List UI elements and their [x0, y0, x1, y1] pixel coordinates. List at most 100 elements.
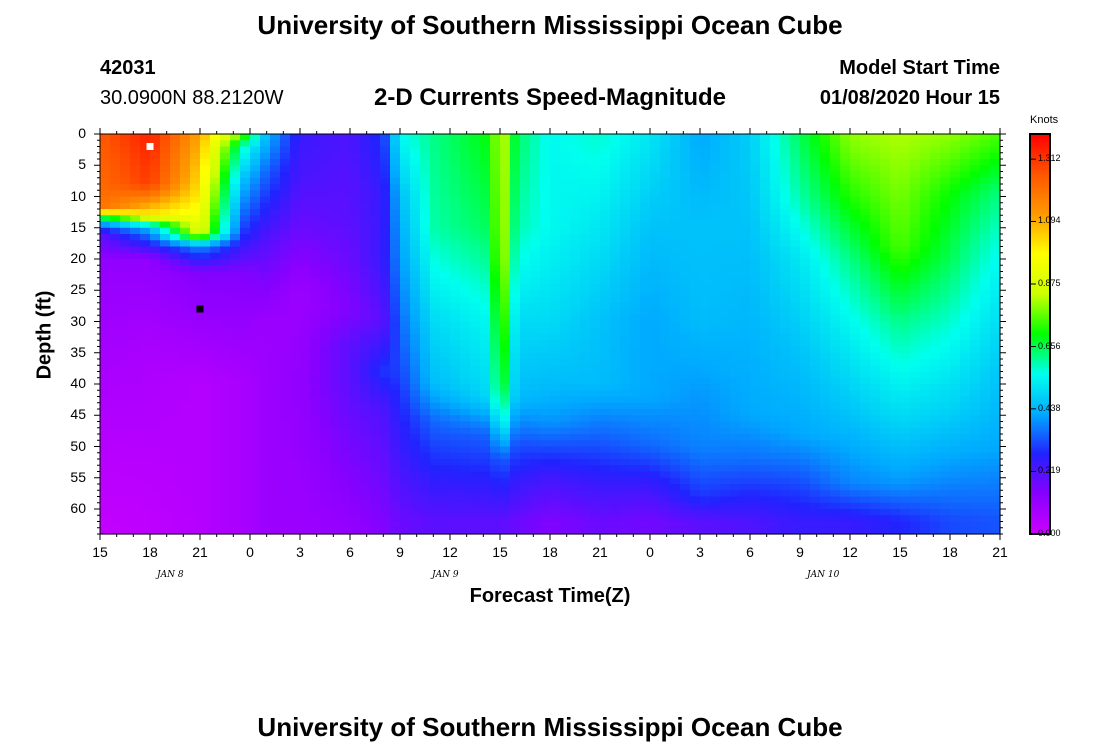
heatmap-cell	[250, 209, 261, 216]
heatmap-cell	[190, 146, 201, 154]
heatmap-cell	[330, 302, 341, 310]
heatmap-cell	[680, 465, 691, 473]
heatmap-cell	[650, 390, 661, 398]
heatmap-cell	[370, 521, 381, 529]
heatmap-cell	[520, 184, 531, 191]
heatmap-cell	[820, 509, 831, 516]
heatmap-cell	[600, 296, 611, 304]
heatmap-cell	[760, 340, 771, 348]
heatmap-cell	[270, 427, 281, 435]
heatmap-cell	[460, 177, 471, 185]
heatmap-cell	[210, 165, 221, 173]
heatmap-cell	[210, 321, 221, 329]
heatmap-cell	[280, 190, 291, 198]
heatmap-cell	[490, 146, 501, 154]
heatmap-cell	[720, 165, 731, 173]
heatmap-cell	[730, 184, 741, 191]
heatmap-cell	[190, 409, 201, 416]
heatmap-cell	[190, 471, 201, 479]
heatmap-cell	[400, 502, 411, 510]
heatmap-cell	[370, 384, 381, 391]
heatmap-cell	[690, 165, 701, 173]
heatmap-cell	[220, 227, 231, 235]
heatmap-cell	[520, 352, 531, 360]
heatmap-cell	[170, 515, 181, 523]
heatmap-cell	[150, 377, 161, 385]
heatmap-cell	[560, 271, 571, 279]
heatmap-cell	[760, 490, 771, 498]
heatmap-cell	[110, 259, 121, 266]
heatmap-cell	[440, 365, 451, 373]
heatmap-cell	[620, 259, 631, 266]
heatmap-cell	[840, 196, 851, 204]
heatmap-cell	[540, 409, 551, 416]
heatmap-cell	[580, 365, 591, 373]
heatmap-cell	[530, 446, 541, 454]
heatmap-cell	[280, 152, 291, 160]
heatmap-cell	[570, 446, 581, 454]
heatmap-cell	[560, 284, 571, 291]
heatmap-cell	[210, 415, 221, 423]
heatmap-cell	[200, 421, 211, 429]
heatmap-cell	[170, 152, 181, 160]
heatmap-cell	[450, 359, 461, 366]
heatmap-cell	[770, 471, 781, 479]
heatmap-cell	[160, 402, 171, 410]
heatmap-cell	[850, 196, 861, 204]
heatmap-cell	[550, 234, 561, 241]
heatmap-cell	[290, 321, 301, 329]
heatmap-cell	[500, 502, 511, 510]
heatmap-cell	[800, 409, 811, 416]
heatmap-cell	[860, 309, 871, 316]
heatmap-cell	[350, 484, 361, 491]
heatmap-cell	[210, 365, 221, 373]
heatmap-cell	[560, 190, 571, 198]
heatmap-cell	[700, 271, 711, 279]
heatmap-cell	[330, 484, 341, 491]
heatmap-cell	[740, 159, 751, 166]
heatmap-cell	[230, 227, 241, 235]
heatmap-cell	[850, 421, 861, 429]
heatmap-cell	[860, 377, 871, 385]
heatmap-cell	[580, 146, 591, 154]
heatmap-cell	[620, 240, 631, 248]
heatmap-cell	[790, 484, 801, 491]
heatmap-cell	[440, 527, 451, 535]
heatmap-cell	[600, 384, 611, 391]
heatmap-cell	[820, 427, 831, 435]
heatmap-cell	[360, 421, 371, 429]
heatmap-cell	[150, 515, 161, 523]
heatmap-cell	[320, 477, 331, 485]
heatmap-cell	[500, 196, 511, 204]
heatmap-cell	[170, 240, 181, 248]
heatmap-cell	[110, 490, 121, 498]
heatmap-cell	[820, 521, 831, 529]
heatmap-cell	[490, 246, 501, 254]
heatmap-cell	[250, 171, 261, 179]
heatmap-cell	[110, 265, 121, 273]
heatmap-cell	[680, 396, 691, 404]
heatmap-cell	[490, 459, 501, 466]
heatmap-cell	[840, 384, 851, 391]
heatmap-cell	[550, 140, 561, 148]
heatmap-cell	[450, 421, 461, 429]
heatmap-cell	[590, 296, 601, 304]
heatmap-cell	[410, 340, 421, 348]
heatmap-cell	[760, 327, 771, 335]
heatmap-cell	[720, 359, 731, 366]
heatmap-cell	[530, 327, 541, 335]
heatmap-cell	[550, 365, 561, 373]
heatmap-cell	[640, 427, 651, 435]
heatmap-cell	[360, 159, 371, 166]
heatmap-cell	[370, 490, 381, 498]
heatmap-cell	[500, 334, 511, 341]
heatmap-cell	[750, 527, 761, 535]
heatmap-cell	[690, 190, 701, 198]
heatmap-cell	[180, 134, 191, 141]
heatmap-cell	[860, 221, 871, 229]
heatmap-cell	[390, 446, 401, 454]
heatmap-cell	[470, 515, 481, 523]
heatmap-cell	[100, 140, 111, 148]
heatmap-cell	[500, 252, 511, 260]
heatmap-cell	[360, 496, 371, 504]
